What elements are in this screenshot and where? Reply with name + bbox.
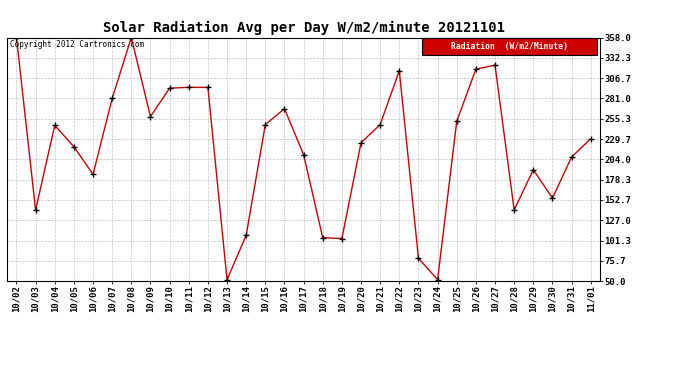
Text: Copyright 2012 Cartronics.com: Copyright 2012 Cartronics.com [10,40,144,49]
Title: Solar Radiation Avg per Day W/m2/minute 20121101: Solar Radiation Avg per Day W/m2/minute … [103,21,504,35]
FancyBboxPatch shape [422,38,598,55]
Text: Radiation  (W/m2/Minute): Radiation (W/m2/Minute) [451,42,569,51]
